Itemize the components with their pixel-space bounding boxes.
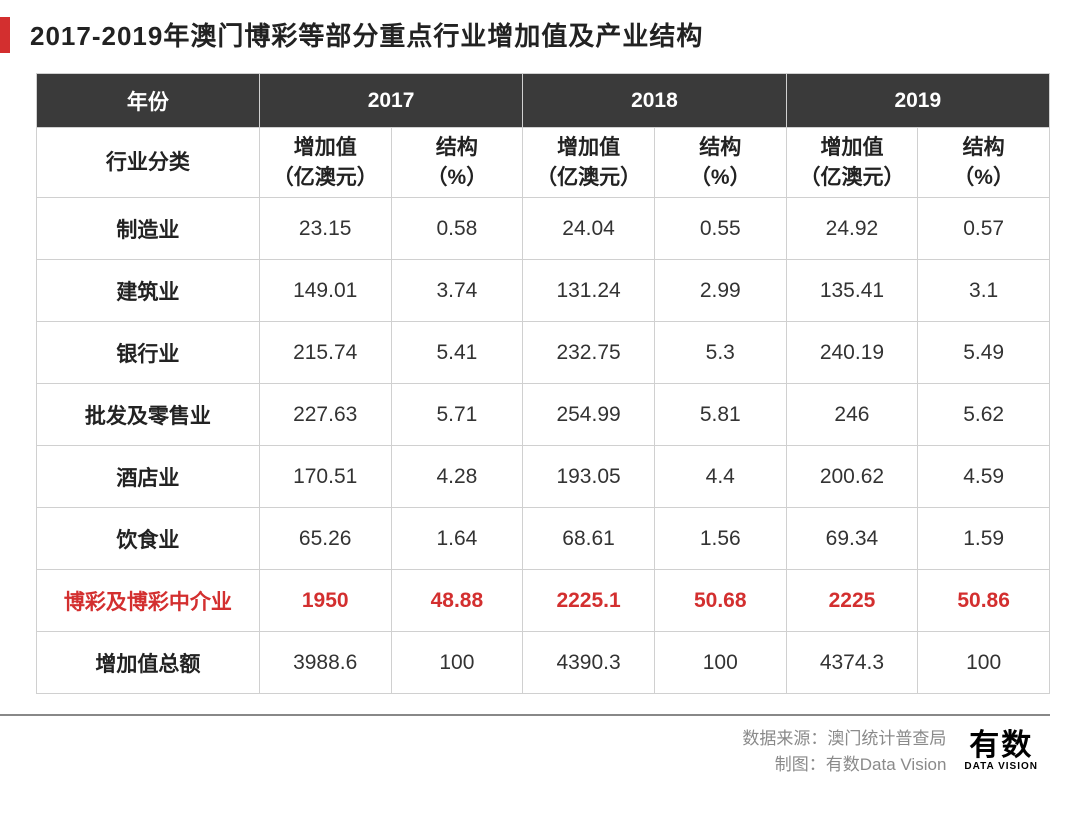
cell-structure-2018: 50.68 — [654, 570, 786, 632]
structure-header-2019: 结构（%） — [918, 128, 1050, 198]
year-2019: 2019 — [786, 74, 1049, 128]
row-label: 银行业 — [37, 322, 260, 384]
cell-value-2019: 246 — [786, 384, 918, 446]
cell-value-2018: 2225.1 — [523, 570, 655, 632]
value-header-2017: 增加值（亿澳元） — [259, 128, 391, 198]
cell-value-2019: 2225 — [786, 570, 918, 632]
source-label: 数据来源： — [742, 729, 827, 748]
brand-logo: 有数 DATA VISION — [964, 731, 1038, 772]
cell-structure-2019: 1.59 — [918, 508, 1050, 570]
cell-structure-2019: 100 — [918, 632, 1050, 694]
row-label: 饮食业 — [37, 508, 260, 570]
cell-value-2017: 23.15 — [259, 198, 391, 260]
structure-header-2018: 结构（%） — [654, 128, 786, 198]
footer-credits: 数据来源：澳门统计普查局 制图：有数Data Vision — [742, 726, 946, 777]
row-label: 制造业 — [37, 198, 260, 260]
credit-value: 有数Data Vision — [826, 755, 947, 774]
cell-value-2018: 254.99 — [523, 384, 655, 446]
cell-value-2019: 200.62 — [786, 446, 918, 508]
structure-header-2017: 结构（%） — [391, 128, 523, 198]
cell-structure-2018: 100 — [654, 632, 786, 694]
cell-structure-2018: 5.3 — [654, 322, 786, 384]
table-body: 制造业23.150.5824.040.5524.920.57建筑业149.013… — [37, 198, 1050, 694]
table-row: 酒店业170.514.28193.054.4200.624.59 — [37, 446, 1050, 508]
cell-value-2017: 65.26 — [259, 508, 391, 570]
cell-structure-2017: 100 — [391, 632, 523, 694]
table-row: 饮食业65.261.6468.611.5669.341.59 — [37, 508, 1050, 570]
cell-value-2017: 1950 — [259, 570, 391, 632]
table-header-metrics: 行业分类 增加值（亿澳元） 结构（%） 增加值（亿澳元） 结构（%） 增加值（亿… — [37, 128, 1050, 198]
cell-structure-2018: 5.81 — [654, 384, 786, 446]
table-row: 制造业23.150.5824.040.5524.920.57 — [37, 198, 1050, 260]
table-row: 博彩及博彩中介业195048.882225.150.68222550.86 — [37, 570, 1050, 632]
cell-structure-2017: 48.88 — [391, 570, 523, 632]
logo-cn: 有数 — [969, 731, 1033, 761]
cell-structure-2019: 50.86 — [918, 570, 1050, 632]
title-bar: 2017-2019年澳门博彩等部分重点行业增加值及产业结构 — [0, 16, 1050, 53]
table-row: 批发及零售业227.635.71254.995.812465.62 — [37, 384, 1050, 446]
credit-label: 制图： — [775, 755, 826, 774]
cell-value-2017: 215.74 — [259, 322, 391, 384]
cell-structure-2019: 5.49 — [918, 322, 1050, 384]
cell-structure-2018: 2.99 — [654, 260, 786, 322]
cell-structure-2017: 3.74 — [391, 260, 523, 322]
value-header-2018: 增加值（亿澳元） — [523, 128, 655, 198]
category-header: 行业分类 — [37, 128, 260, 198]
row-label: 酒店业 — [37, 446, 260, 508]
cell-structure-2017: 5.71 — [391, 384, 523, 446]
cell-structure-2017: 1.64 — [391, 508, 523, 570]
cell-value-2018: 131.24 — [523, 260, 655, 322]
year-2017: 2017 — [259, 74, 522, 128]
cell-structure-2017: 0.58 — [391, 198, 523, 260]
cell-value-2017: 227.63 — [259, 384, 391, 446]
footer: 数据来源：澳门统计普查局 制图：有数Data Vision 有数 DATA VI… — [0, 714, 1050, 777]
cell-structure-2019: 4.59 — [918, 446, 1050, 508]
cell-structure-2017: 5.41 — [391, 322, 523, 384]
table-row: 建筑业149.013.74131.242.99135.413.1 — [37, 260, 1050, 322]
logo-en: DATA VISION — [964, 761, 1038, 772]
accent-mark — [0, 17, 10, 53]
page-title: 2017-2019年澳门博彩等部分重点行业增加值及产业结构 — [30, 16, 703, 53]
cell-value-2018: 4390.3 — [523, 632, 655, 694]
cell-value-2018: 232.75 — [523, 322, 655, 384]
cell-value-2018: 24.04 — [523, 198, 655, 260]
industry-table: 年份 2017 2018 2019 行业分类 增加值（亿澳元） 结构（%） 增加… — [36, 73, 1050, 694]
cell-structure-2018: 0.55 — [654, 198, 786, 260]
cell-value-2017: 170.51 — [259, 446, 391, 508]
cell-structure-2018: 1.56 — [654, 508, 786, 570]
table-row: 银行业215.745.41232.755.3240.195.49 — [37, 322, 1050, 384]
cell-structure-2019: 5.62 — [918, 384, 1050, 446]
table-row: 增加值总额3988.61004390.31004374.3100 — [37, 632, 1050, 694]
cell-value-2018: 68.61 — [523, 508, 655, 570]
cell-structure-2019: 3.1 — [918, 260, 1050, 322]
cell-value-2018: 193.05 — [523, 446, 655, 508]
row-label: 博彩及博彩中介业 — [37, 570, 260, 632]
table-header-years: 年份 2017 2018 2019 — [37, 74, 1050, 128]
cell-value-2019: 69.34 — [786, 508, 918, 570]
cell-structure-2017: 4.28 — [391, 446, 523, 508]
cell-value-2019: 135.41 — [786, 260, 918, 322]
year-2018: 2018 — [523, 74, 786, 128]
cell-structure-2018: 4.4 — [654, 446, 786, 508]
cell-value-2017: 149.01 — [259, 260, 391, 322]
row-label: 建筑业 — [37, 260, 260, 322]
source-value: 澳门统计普查局 — [827, 729, 946, 748]
cell-value-2019: 24.92 — [786, 198, 918, 260]
cell-value-2019: 4374.3 — [786, 632, 918, 694]
value-header-2019: 增加值（亿澳元） — [786, 128, 918, 198]
cell-structure-2019: 0.57 — [918, 198, 1050, 260]
year-header-label: 年份 — [37, 74, 260, 128]
cell-value-2017: 3988.6 — [259, 632, 391, 694]
row-label: 批发及零售业 — [37, 384, 260, 446]
row-label: 增加值总额 — [37, 632, 260, 694]
cell-value-2019: 240.19 — [786, 322, 918, 384]
